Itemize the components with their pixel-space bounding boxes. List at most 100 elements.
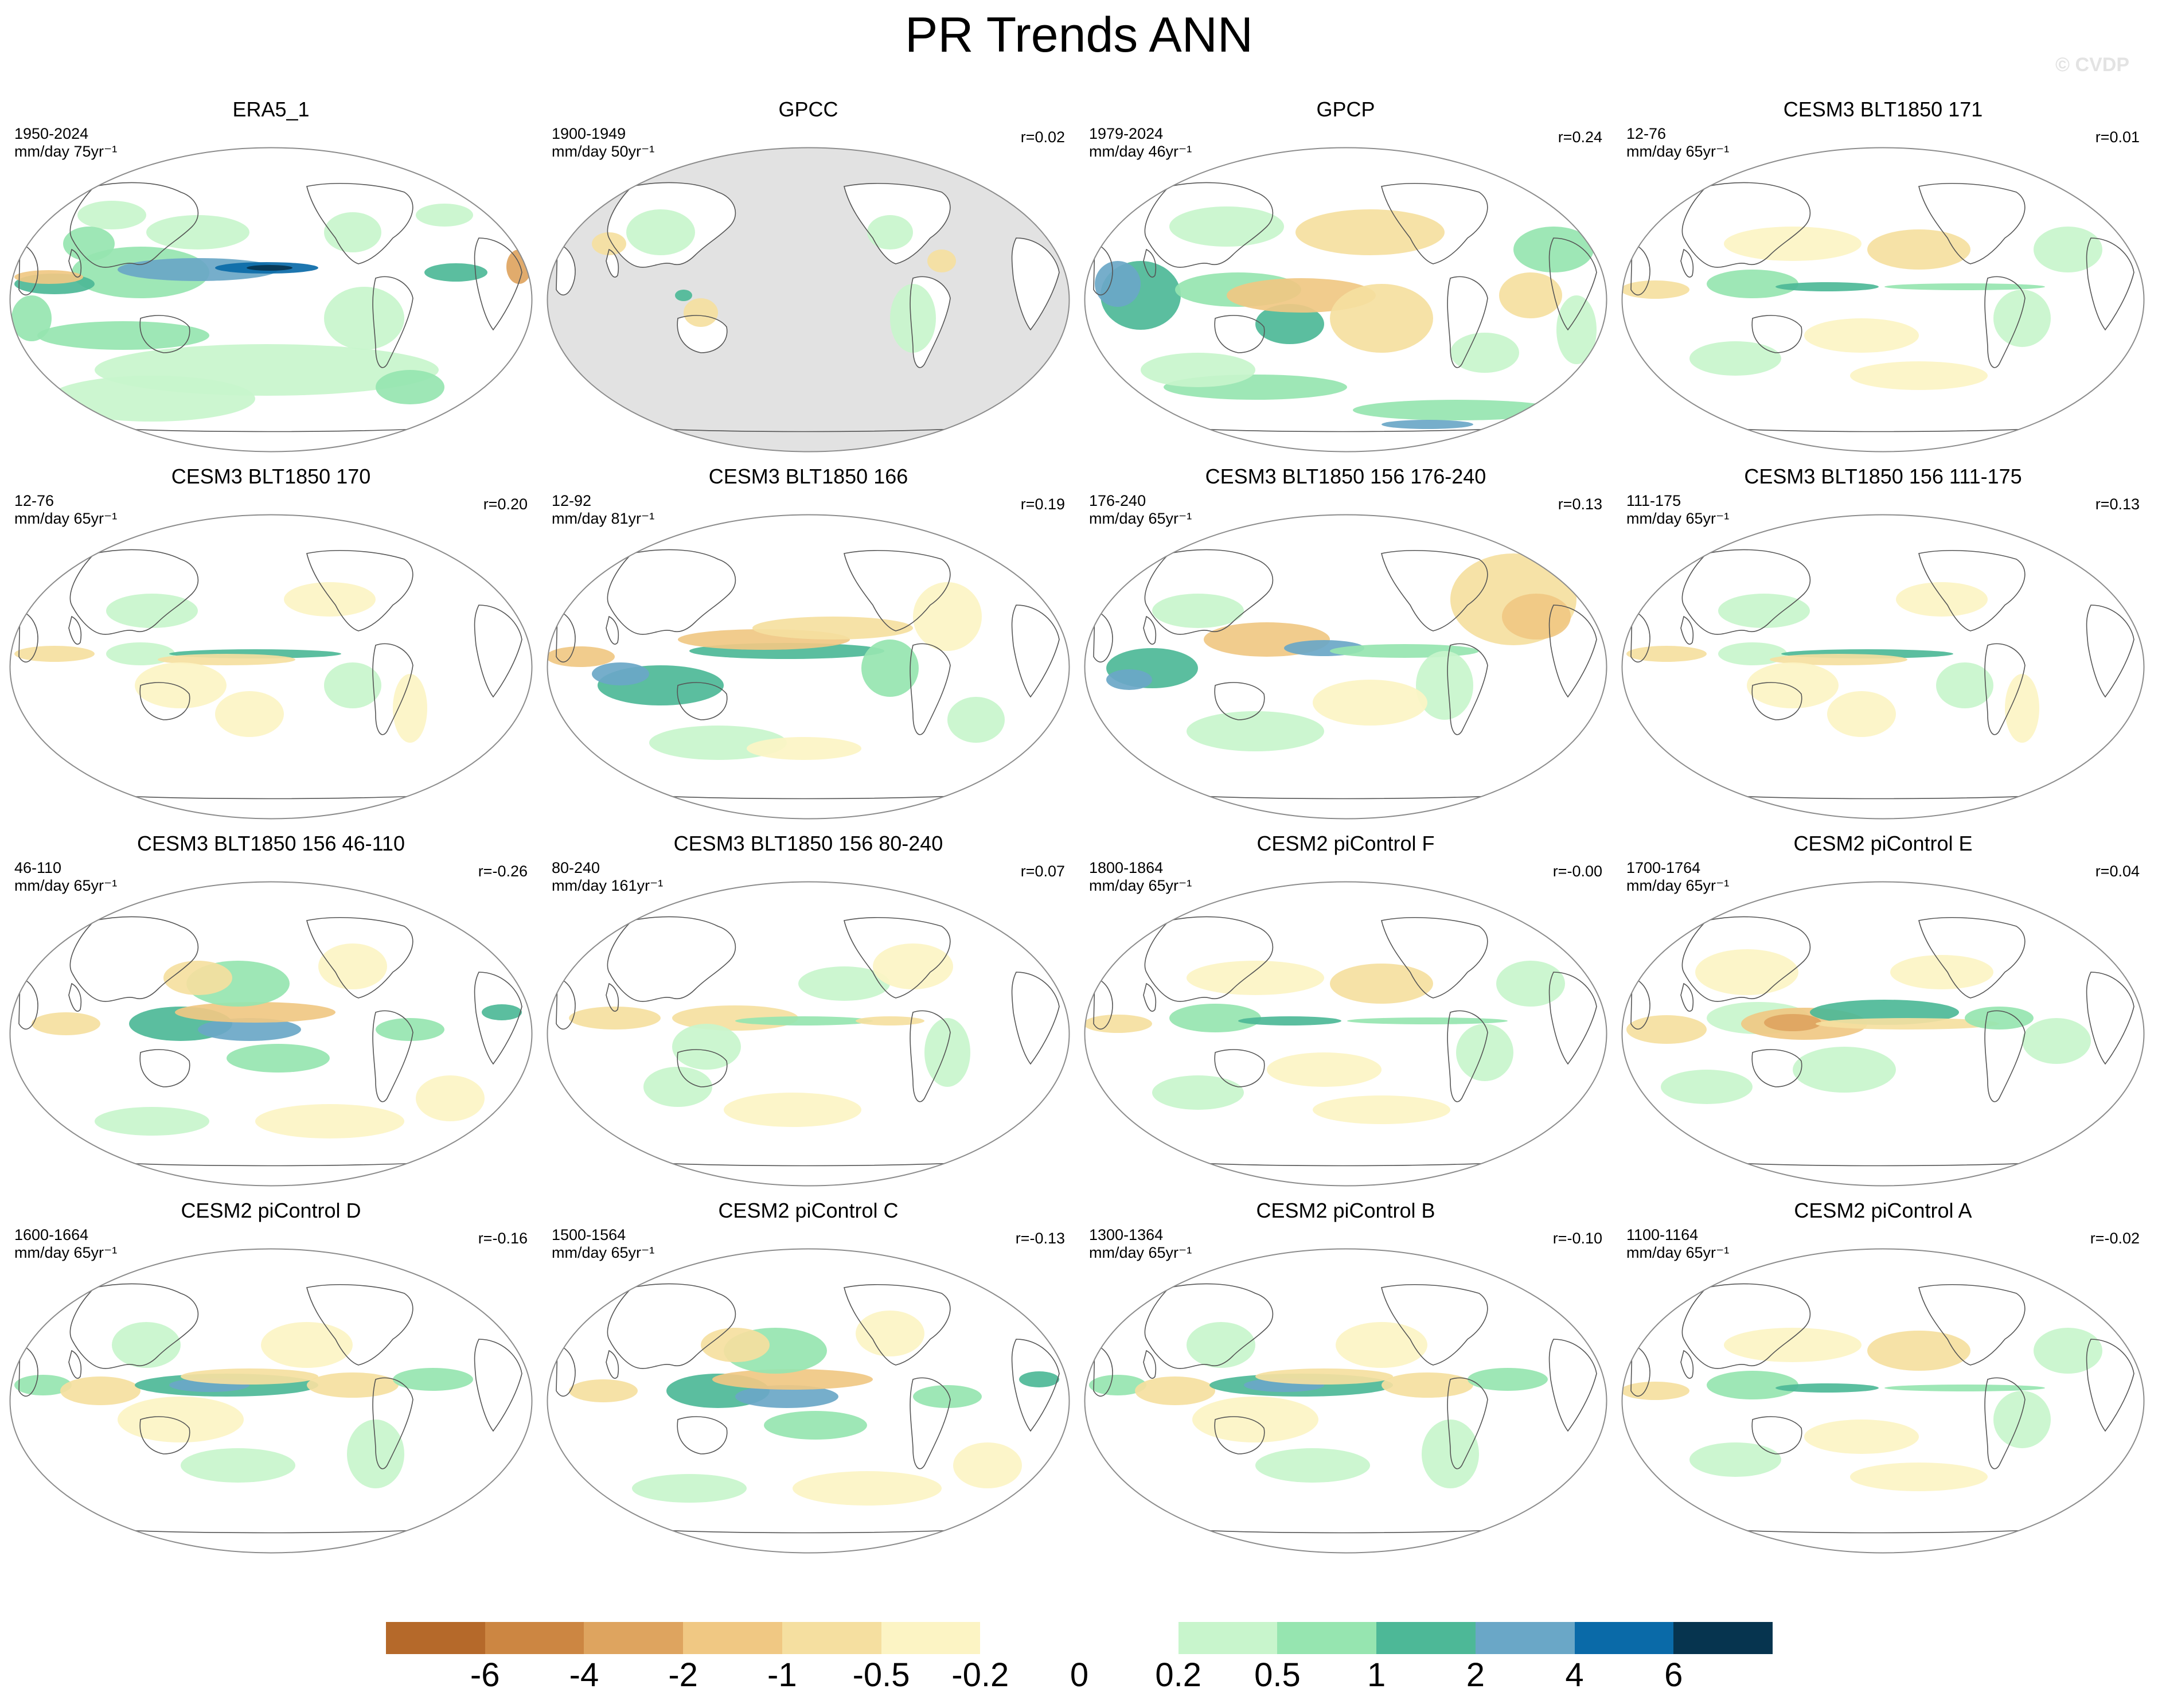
panel-period: 176-240	[1089, 492, 1146, 509]
trend-field-blob	[1689, 1442, 1781, 1477]
robinson-map	[547, 881, 1070, 1187]
panel-period: 1800-1864	[1089, 859, 1164, 876]
coastline	[1918, 549, 2026, 631]
panel-units: mm/day 65yr⁻¹	[14, 510, 118, 527]
panel-period: 1600-1664	[14, 1226, 89, 1243]
panel-period: 12-76	[14, 492, 54, 509]
land-data-region	[1012, 238, 1059, 330]
trend-field-blob	[506, 249, 532, 284]
trend-field-blob	[1255, 1448, 1370, 1483]
trend-field-blob	[1993, 290, 2051, 347]
trend-field-blob	[701, 1328, 770, 1362]
panel-title: CESM2 piControl F	[1256, 832, 1435, 855]
trend-field-blob	[60, 1376, 141, 1405]
trend-field-blob	[1770, 654, 1907, 665]
map-panel: ERA5_1 1950-2024 mm/day 75yr⁻¹	[3, 86, 539, 453]
trend-field-blob	[1689, 341, 1781, 376]
panel-title: CESM3 BLT1850 156 80-240	[673, 832, 943, 855]
coastline	[606, 982, 619, 1012]
coastline	[1144, 182, 1274, 268]
trend-field-blob	[49, 376, 255, 422]
panel-correlation: r=0.20	[483, 496, 528, 513]
coastline	[69, 549, 199, 635]
panel-title: CESM2 piControl B	[1256, 1199, 1435, 1222]
panel-units: mm/day 75yr⁻¹	[14, 143, 118, 160]
trend-field-blob	[1313, 1095, 1450, 1124]
map-panel: CESM2 piControl B 1300-1364 mm/day 65yr⁻¹ r…	[1078, 1187, 1614, 1554]
map-outline	[1621, 147, 2145, 453]
colorbar-tick-label: -0.2	[951, 1656, 1009, 1694]
coastline	[1984, 276, 2026, 368]
trend-field-blob	[1850, 361, 1988, 390]
colorbar-swatch	[1574, 1622, 1674, 1654]
trend-field-blob	[318, 943, 387, 989]
map-background	[1622, 1249, 2144, 1553]
trend-field-blob	[1382, 1372, 1473, 1398]
panel-period: 12-92	[552, 492, 592, 509]
coastline	[1630, 610, 1650, 663]
robinson-map	[1084, 147, 1607, 453]
trend-field-blob	[95, 1107, 209, 1136]
coastline	[556, 977, 576, 1030]
map-outline	[9, 514, 533, 820]
trend-field-blob	[261, 1322, 353, 1368]
trend-field-blob	[1793, 1047, 1896, 1093]
coastline	[844, 549, 951, 631]
coastline	[1548, 972, 1597, 1065]
coastline	[1143, 615, 1157, 645]
panel-period: 12-76	[1626, 125, 1667, 142]
trend-field-blob	[1152, 1075, 1244, 1110]
trend-field-blob	[1336, 1322, 1427, 1368]
trend-field-blob	[1850, 1463, 1988, 1491]
coastline	[306, 1284, 413, 1366]
robinson-map	[1621, 881, 2145, 1187]
coastline	[306, 917, 413, 999]
trend-field-blob	[2022, 1018, 2091, 1064]
panel-units: mm/day 65yr⁻¹	[1089, 510, 1192, 527]
colorbar-swatch	[683, 1622, 783, 1654]
coastline	[139, 682, 190, 720]
trend-field-blob	[1330, 284, 1433, 353]
panel-units: mm/day 81yr⁻¹	[552, 510, 655, 527]
trend-field-blob	[77, 201, 146, 229]
robinson-map	[547, 514, 1070, 820]
coastline	[556, 610, 576, 663]
trend-field-blob	[1255, 304, 1324, 344]
trend-field-blob	[861, 639, 919, 697]
trend-field-blob	[913, 582, 982, 651]
colorbar	[386, 1622, 1773, 1654]
trend-field-blob	[146, 215, 249, 249]
panel-units: mm/day 65yr⁻¹	[1089, 877, 1192, 894]
panel-period: 1900-1949	[552, 125, 626, 142]
panel-units: mm/day 65yr⁻¹	[1626, 1244, 1730, 1261]
trend-field-blob	[227, 1044, 330, 1073]
panel-title: ERA5_1	[232, 98, 310, 121]
panel-title: CESM2 piControl C	[718, 1199, 899, 1222]
coastline	[1381, 1284, 1488, 1366]
trend-field-blob	[1152, 594, 1244, 628]
coastline	[69, 1283, 199, 1369]
coastline	[1681, 182, 1811, 268]
colorbar-tick-label: -4	[569, 1656, 599, 1694]
coastline	[1680, 615, 1694, 645]
map-panel: CESM2 piControl E 1700-1764 mm/day 65yr⁻¹ r…	[1615, 820, 2151, 1187]
coastline	[69, 182, 199, 268]
trend-field-blob	[1747, 662, 1839, 708]
colorbar-tick-label: 2	[1466, 1656, 1485, 1694]
panel-title: CESM2 piControl D	[181, 1199, 361, 1222]
trend-field-blob	[1890, 955, 1993, 989]
colorbar-swatch	[1475, 1622, 1575, 1654]
coastline	[910, 1010, 951, 1102]
trend-field-blob	[1993, 1391, 2051, 1448]
trend-field-blob	[2034, 1328, 2102, 1374]
colorbar-tick-label: -6	[470, 1656, 500, 1694]
map-background	[10, 514, 532, 819]
trend-field-blob	[14, 270, 83, 284]
trend-field-blob	[856, 1311, 924, 1356]
map-outline	[547, 881, 1070, 1187]
trend-field-blob	[1513, 227, 1594, 272]
trend-field-blob	[416, 204, 473, 227]
map-panel: CESM2 piControl A 1100-1164 mm/day 65yr⁻¹ r…	[1615, 1187, 2151, 1554]
coastline	[1680, 248, 1694, 278]
trend-field-blob	[247, 265, 292, 271]
